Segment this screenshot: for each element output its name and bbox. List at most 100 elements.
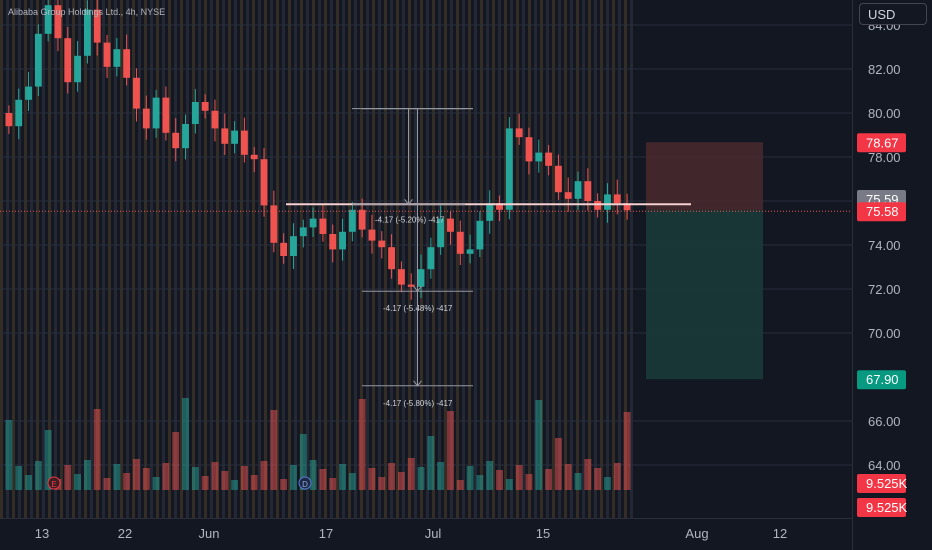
candle-body (250, 154, 258, 160)
session-stripe (336, 0, 339, 518)
candle-body (358, 209, 366, 230)
candle-body (240, 130, 248, 155)
time-tick-label: 17 (319, 526, 333, 541)
stop-zone[interactable] (646, 142, 763, 211)
session-stripe (210, 0, 213, 518)
session-stripe (192, 0, 195, 518)
session-stripe (84, 0, 87, 518)
candle-body (339, 231, 346, 250)
time-axis[interactable]: 13 22 Jun 17 Jul 15 Aug 12 (35, 526, 787, 541)
volume-bar (348, 473, 356, 490)
session-stripe (30, 0, 33, 518)
session-stripe (348, 0, 351, 518)
session-stripe (6, 0, 9, 518)
session-stripe (42, 0, 45, 518)
time-tick-label: Jun (199, 526, 220, 541)
volume-bar (290, 465, 297, 490)
price-axis[interactable]: 84.0082.0080.0078.0076.0074.0072.0070.00… (868, 18, 901, 473)
session-stripe (78, 0, 81, 518)
candle-body (123, 49, 131, 78)
session-stripe (504, 0, 507, 518)
volume-bar (44, 430, 52, 490)
session-stripe (396, 0, 399, 518)
volume-bar (103, 478, 111, 490)
candle-body (152, 97, 160, 129)
candle-body (407, 284, 415, 287)
volume-bar (280, 479, 288, 490)
dividend-marker[interactable] (298, 476, 312, 490)
session-stripe (564, 0, 567, 518)
candle-body (25, 86, 32, 100)
volume-bars (5, 398, 631, 490)
candle-body (329, 234, 337, 250)
candle-body (231, 130, 239, 144)
volume-bar (447, 411, 454, 490)
session-stripe (36, 0, 39, 518)
candle-body (142, 108, 150, 129)
session-stripe (300, 0, 303, 518)
session-stripe (498, 0, 501, 518)
volume-bar (260, 461, 268, 490)
session-stripe (234, 0, 237, 518)
candle-body (299, 227, 307, 237)
session-stripe (510, 0, 513, 518)
session-stripe (522, 0, 525, 518)
session-stripe (546, 0, 549, 518)
session-stripe (366, 0, 369, 518)
candle-body (368, 229, 376, 241)
earnings-marker[interactable] (47, 476, 61, 490)
session-stripe (252, 0, 255, 518)
candle-body (201, 102, 209, 111)
volume-bar (329, 478, 337, 490)
session-stripe (132, 0, 135, 518)
session-stripe (306, 0, 309, 518)
session-stripe (54, 0, 57, 518)
session-stripe (90, 0, 93, 518)
volume-bar (83, 460, 91, 490)
volume-bar (34, 461, 42, 490)
volume-bar (574, 473, 582, 490)
price-tick-label: 80.00 (868, 106, 901, 121)
currency-button[interactable]: USD (859, 3, 927, 25)
session-stripe (630, 0, 633, 518)
session-stripe (276, 0, 279, 518)
candle-body (623, 203, 631, 211)
candle-body (613, 194, 621, 204)
price-tick-label: 82.00 (868, 62, 901, 77)
session-stripe (216, 0, 219, 518)
candle-body (309, 218, 317, 228)
target-zone[interactable] (646, 210, 763, 380)
position-zones[interactable] (646, 142, 763, 380)
candle-body (290, 236, 297, 256)
session-stripe (444, 0, 447, 518)
candle-body (525, 137, 533, 162)
session-stripe (576, 0, 579, 518)
volume-bar (378, 477, 386, 490)
candle-body (574, 181, 582, 199)
price-tick-label: 66.00 (868, 414, 901, 429)
session-stripe (480, 0, 483, 518)
session-stripe (516, 0, 519, 518)
session-stripe (450, 0, 453, 518)
volume-bar (358, 399, 366, 490)
session-stripe (294, 0, 297, 518)
candle-body (545, 152, 553, 166)
volume-bar (594, 468, 602, 490)
volume-bar (191, 467, 199, 490)
session-stripe (198, 0, 201, 518)
last-price-label: 75.58 (866, 204, 899, 219)
volume-bar (584, 459, 592, 490)
price-tick-label: 64.00 (868, 458, 901, 473)
candle-body (211, 110, 219, 129)
volume-bar (623, 412, 631, 490)
candle-body (103, 42, 111, 67)
session-stripe (372, 0, 375, 518)
volume-bar (437, 462, 445, 490)
candle-body (34, 33, 42, 87)
candle-body (182, 124, 189, 149)
drawings[interactable]: -4.17 (-5.20%) -417-4.17 (-5.48%) -417-4… (0, 108, 852, 408)
session-stripe (384, 0, 387, 518)
